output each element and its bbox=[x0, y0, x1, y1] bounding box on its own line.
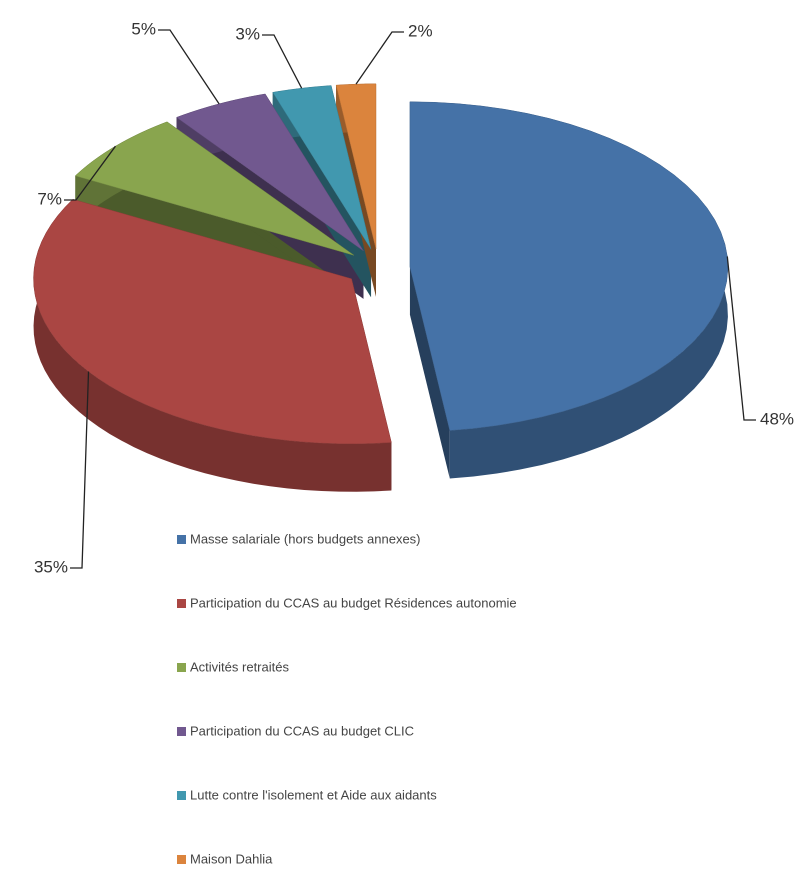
legend-swatch bbox=[177, 663, 186, 672]
legend-label: Lutte contre l'isolement et Aide aux aid… bbox=[190, 787, 437, 802]
pie-tops bbox=[33, 83, 729, 445]
leader-line bbox=[64, 145, 116, 201]
data-label: 3% bbox=[235, 24, 260, 43]
leader-line bbox=[355, 31, 404, 85]
legend-label: Maison Dahlia bbox=[190, 851, 273, 866]
slice bbox=[335, 83, 377, 249]
legend-label: Participation du CCAS au budget Résidenc… bbox=[190, 595, 517, 610]
legend-swatch bbox=[177, 535, 186, 544]
leader-line bbox=[158, 29, 220, 105]
data-label: 7% bbox=[37, 189, 62, 208]
legend-swatch bbox=[177, 855, 186, 864]
leader-line bbox=[70, 371, 90, 569]
data-label: 5% bbox=[131, 19, 156, 38]
slice-side bbox=[33, 199, 392, 492]
data-label: 48% bbox=[760, 409, 794, 428]
slice bbox=[74, 121, 355, 256]
leader-line bbox=[726, 256, 756, 421]
leader-line bbox=[262, 34, 303, 89]
leaders bbox=[64, 29, 756, 569]
legend-swatch bbox=[177, 727, 186, 736]
legend-label: Participation du CCAS au budget CLIC bbox=[190, 723, 414, 738]
slice bbox=[272, 85, 372, 250]
slice bbox=[176, 93, 364, 252]
legend-label: Activités retraités bbox=[190, 659, 289, 674]
legend-label: Masse salariale (hors budgets annexes) bbox=[190, 531, 421, 546]
legend-swatch bbox=[177, 599, 186, 608]
legend-swatch bbox=[177, 791, 186, 800]
data-label: 35% bbox=[34, 557, 68, 576]
data-label: 2% bbox=[408, 21, 433, 40]
slice-wall bbox=[409, 266, 450, 479]
slice bbox=[409, 101, 729, 431]
